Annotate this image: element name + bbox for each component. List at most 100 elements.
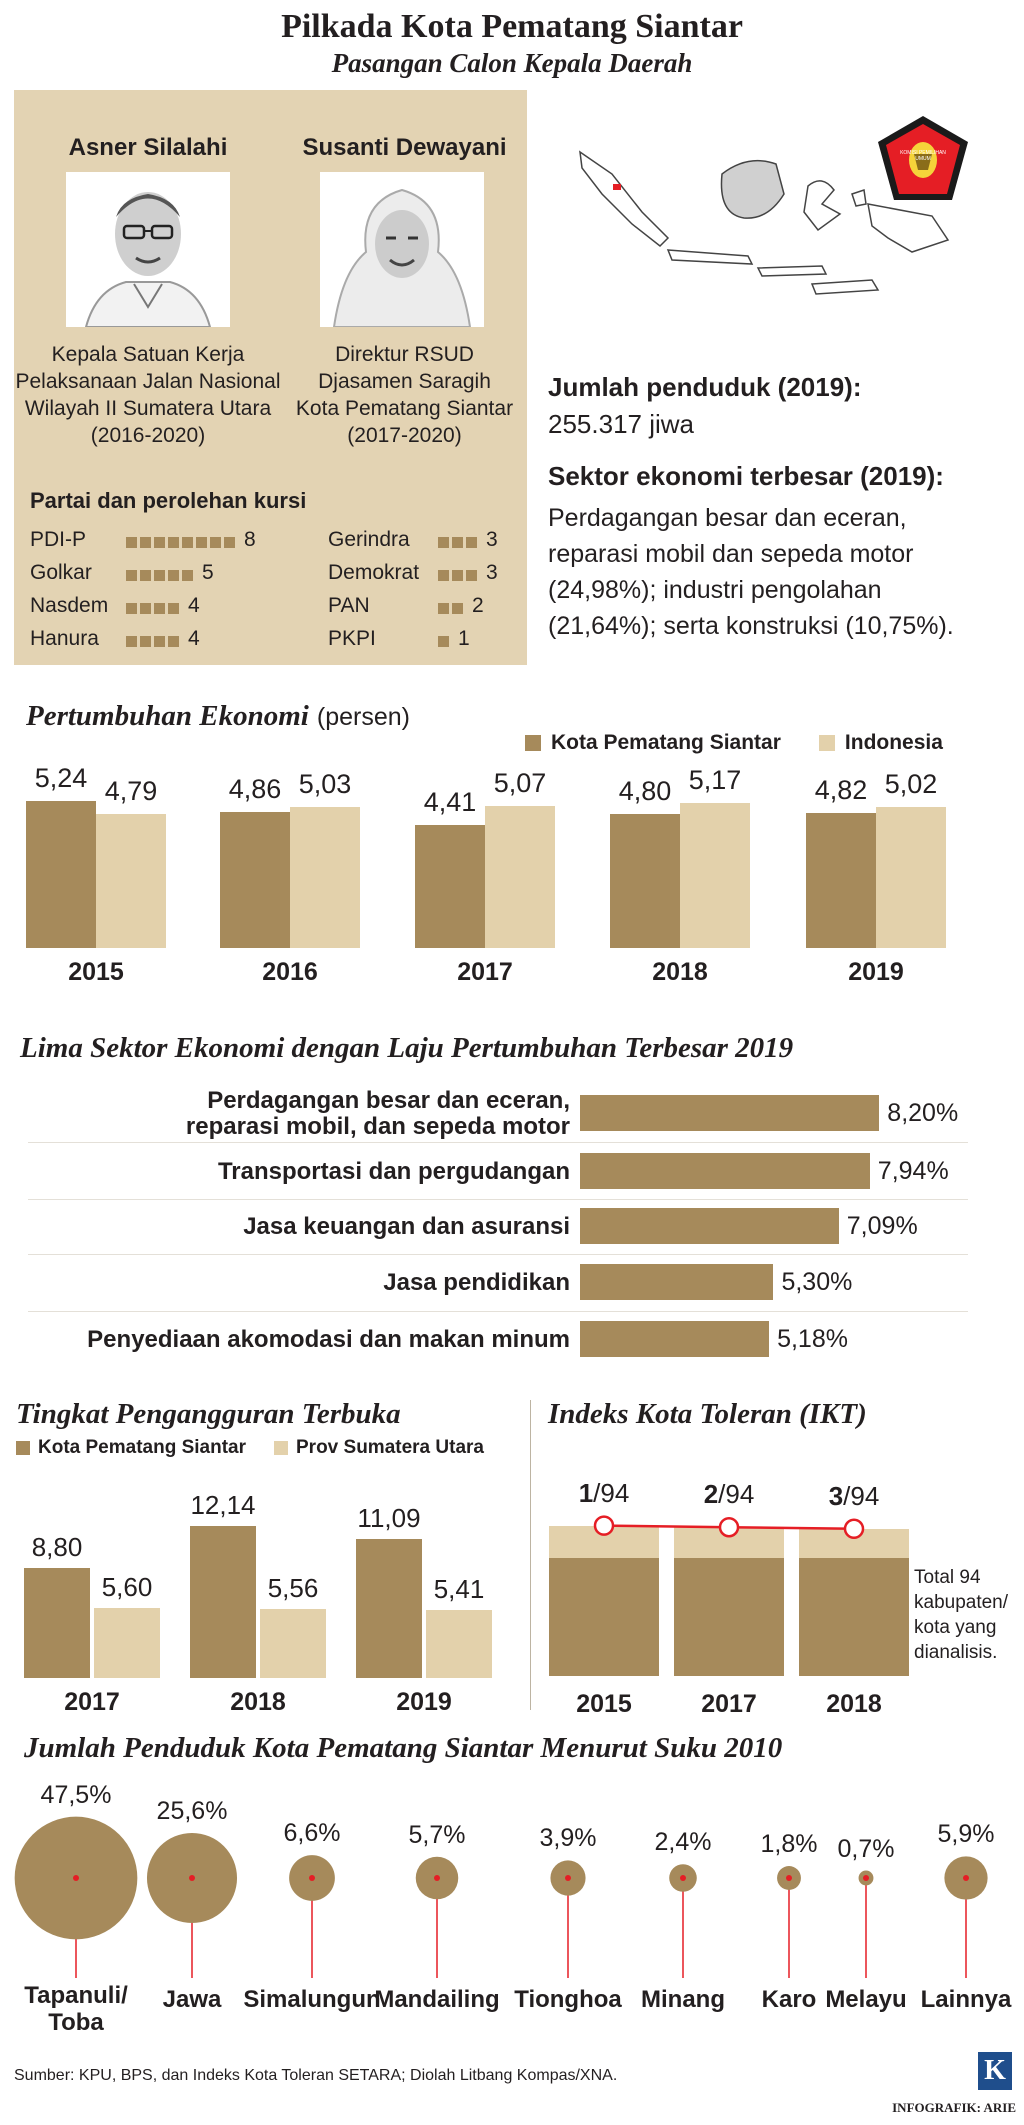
seat-square bbox=[126, 570, 137, 582]
candidate-2-role-line: (2017-2020) bbox=[347, 424, 462, 447]
growth-year-label: 2019 bbox=[848, 958, 904, 986]
seat-square bbox=[196, 537, 207, 549]
unemployment-title: Tingkat Pengangguran Terbuka bbox=[16, 1398, 401, 1430]
party-seat-squares bbox=[126, 534, 238, 549]
seat-square bbox=[126, 636, 137, 648]
growth-chart: 5,24 4,79 2015 4,86 5,03 2016 4,41 5,07 2017 4,80… bbox=[0, 763, 1024, 990]
sector-chart: 8,20% Perdagangan besar dan eceran, repara… bbox=[0, 1076, 1024, 1366]
ikt-rank-number: 2 bbox=[703, 1479, 719, 1510]
unemployment-bar-sumut bbox=[260, 1608, 326, 1678]
ikt-note-line: dianalisis. bbox=[914, 1642, 998, 1663]
growth-value-label: 5,02 bbox=[884, 769, 938, 800]
sector-divider bbox=[28, 1310, 968, 1312]
candidate-2-name: Susanti Dewayani bbox=[302, 134, 507, 161]
ethnic-category-label: Lainnya bbox=[920, 1986, 1012, 2013]
ethnic-category-label: Melayu bbox=[825, 1986, 907, 2013]
kompas-logo: K bbox=[978, 2052, 1012, 2090]
sector-label: Transportasi dan pergudangan bbox=[217, 1158, 570, 1185]
ethnic-center-dot bbox=[863, 1875, 869, 1881]
seat-square bbox=[140, 537, 151, 549]
party-seat-squares bbox=[126, 633, 182, 648]
ikt-note-line: kabupaten/ bbox=[914, 1592, 1009, 1613]
party-seat-count: 1 bbox=[458, 627, 470, 650]
ikt-rank-number: 1 bbox=[578, 1477, 594, 1508]
sector-bar bbox=[580, 1264, 774, 1300]
candidate-1-role-line: Kepala Satuan Kerja bbox=[51, 343, 245, 366]
ethnic-value-label: 1,8% bbox=[760, 1830, 818, 1859]
unemployment-bar-siantar bbox=[356, 1539, 422, 1678]
party-name: Hanura bbox=[30, 627, 99, 650]
page-title: Pilkada Kota Pematang Siantar bbox=[281, 8, 743, 45]
legend-swatch-light bbox=[274, 1441, 288, 1455]
ikt-rank-suffix: /94 bbox=[843, 1480, 880, 1511]
ikt-title: Indeks Kota Toleran (IKT) bbox=[548, 1398, 867, 1430]
party-seat-count: 4 bbox=[188, 594, 200, 617]
sector-value-label: 7,09% bbox=[846, 1212, 918, 1240]
ikt-rank-number: 3 bbox=[828, 1480, 844, 1511]
ikt-rank-label: 2/94 bbox=[679, 1479, 779, 1510]
sector-value-label: 8,20% bbox=[887, 1099, 959, 1127]
growth-bar-indonesia bbox=[485, 806, 555, 948]
growth-bar-indonesia bbox=[290, 807, 360, 948]
candidate-1-role-line: Pelaksanaan Jalan Nasional bbox=[15, 370, 281, 393]
ikt-year-label: 2017 bbox=[701, 1690, 757, 1718]
sector-value-label: 5,30% bbox=[781, 1268, 853, 1296]
growth-bar-siantar bbox=[806, 813, 876, 948]
growth-bar-siantar bbox=[610, 813, 680, 948]
sector-label: Jasa keuangan dan asuransi bbox=[243, 1213, 570, 1240]
ethnic-value-label: 6,6% bbox=[283, 1819, 341, 1848]
growth-value-label: 5,24 bbox=[34, 763, 88, 794]
ethnic-center-dot bbox=[963, 1875, 969, 1881]
legend-label: Kota Pematang Siantar bbox=[38, 1437, 246, 1458]
candidate-1-photo bbox=[66, 172, 230, 327]
seat-square bbox=[168, 603, 179, 615]
sector-divider bbox=[28, 1142, 968, 1143]
party-name: PDI-P bbox=[30, 528, 87, 551]
ethnic-category-label: Jawa bbox=[162, 1986, 222, 2013]
ethnic-center-dot bbox=[189, 1875, 195, 1881]
seat-square bbox=[168, 537, 179, 549]
seat-square bbox=[438, 570, 449, 582]
growth-value-label: 5,03 bbox=[298, 769, 352, 800]
legend-label: Kota Pematang Siantar bbox=[551, 731, 781, 754]
seat-square bbox=[168, 570, 179, 582]
ikt-bar-base bbox=[549, 1558, 659, 1676]
ikt-note: Total 94 kabupaten/ kota yang dianalisis… bbox=[914, 1565, 1008, 1665]
growth-bar-indonesia bbox=[680, 803, 750, 948]
party-seat-squares bbox=[126, 600, 182, 615]
seat-square bbox=[154, 603, 165, 615]
section-divider bbox=[530, 1400, 531, 1710]
seat-square bbox=[452, 570, 463, 582]
legend-swatch-light bbox=[818, 735, 835, 751]
seat-square bbox=[452, 603, 463, 615]
seat-square bbox=[154, 570, 165, 582]
party-seat-count: 2 bbox=[472, 594, 484, 617]
candidate-1-role: Kepala Satuan Kerja Pelaksanaan Jalan Na… bbox=[14, 341, 282, 449]
growth-year-label: 2017 bbox=[457, 958, 513, 986]
candidate-2-photo bbox=[320, 172, 484, 327]
ethnic-center-dot bbox=[565, 1875, 571, 1881]
ethnic-bubbles-svg bbox=[14, 1816, 988, 1978]
source-note: Sumber: KPU, BPS, dan Indeks Kota Tolera… bbox=[14, 2067, 618, 2084]
kompas-logo-letter: K bbox=[984, 2055, 1006, 2086]
economy-line: Perdagangan besar dan eceran, bbox=[548, 504, 907, 532]
ethnic-category-label: Karo bbox=[761, 1986, 817, 2013]
growth-value-label: 4,80 bbox=[618, 775, 672, 806]
unemployment-chart: 8,80 5,60 2017 12,14 5,56 2018 11,09 5,41 2019 bbox=[0, 1470, 520, 1720]
ikt-rank-label: 1/94 bbox=[554, 1478, 654, 1509]
economy-text: Perdagangan besar dan eceran, reparasi m… bbox=[548, 500, 954, 644]
sector-bar bbox=[580, 1321, 770, 1357]
ikt-rank-label: 3/94 bbox=[804, 1481, 904, 1512]
ikt-note-line: Total 94 bbox=[914, 1567, 981, 1588]
ethnic-title: Jumlah Penduduk Kota Pematang Siantar Me… bbox=[24, 1732, 783, 1764]
ethnic-category-label: Minang bbox=[641, 1986, 725, 2013]
kpu-logo-text: KOMISI PEMILIHAN UMUM bbox=[900, 150, 946, 162]
growth-year-label: 2018 bbox=[652, 958, 708, 986]
unemployment-value-label: 8,80 bbox=[31, 1532, 83, 1562]
ethnic-center-dot bbox=[73, 1875, 79, 1881]
candidate-2-role-line: Kota Pematang Siantar bbox=[295, 397, 514, 420]
candidate-1-name: Asner Silalahi bbox=[68, 134, 228, 161]
growth-bar-siantar bbox=[220, 811, 290, 948]
ethnic-center-dot bbox=[309, 1875, 315, 1881]
seat-square bbox=[182, 570, 193, 582]
